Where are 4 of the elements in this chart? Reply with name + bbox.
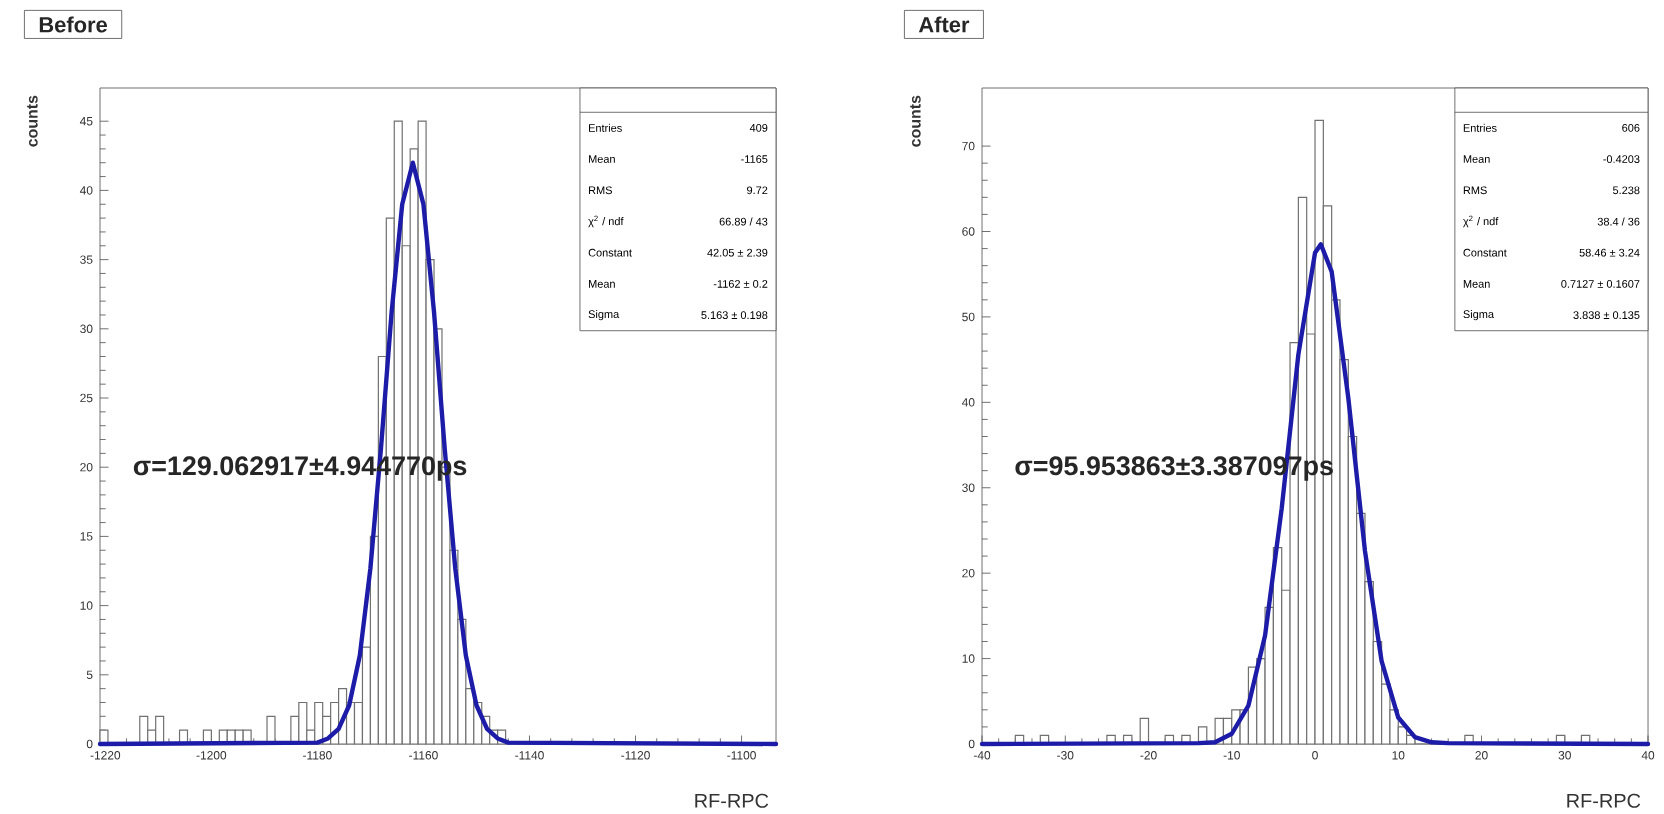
x-axis-title: RF-RPC <box>1567 793 1641 808</box>
chart-title: Before <box>39 16 108 33</box>
chart-title: After <box>918 16 970 33</box>
x-axis-title: RF-RPC <box>695 793 769 808</box>
